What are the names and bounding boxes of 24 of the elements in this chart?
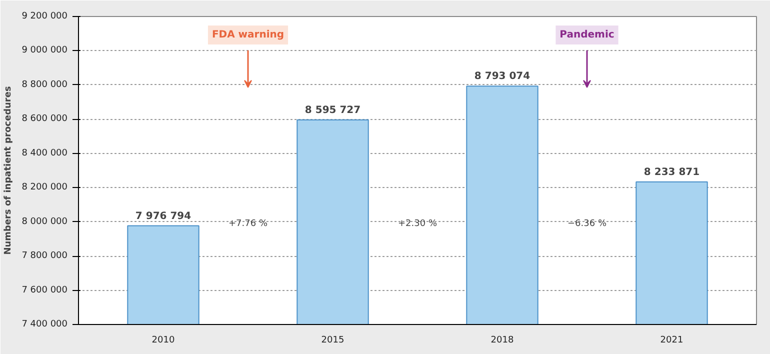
- annotation: +2.30 %: [398, 219, 438, 230]
- data-label: 8 595 727: [304, 104, 361, 116]
- annotation: −6.36 %: [568, 219, 607, 230]
- y-tick-label: 8 400 000: [22, 148, 68, 158]
- y-tick-label: 8 200 000: [22, 182, 68, 193]
- annotation: +7.76 %: [228, 219, 268, 230]
- y-tick-label: 8 800 000: [22, 80, 68, 90]
- annotation: Pandemic: [560, 29, 614, 40]
- data-label: 8 233 871: [644, 166, 700, 178]
- y-tick-label: 8 600 000: [22, 114, 68, 124]
- x-tick-label: 2010: [152, 336, 175, 346]
- data-label: 8 793 074: [474, 71, 530, 82]
- x-tick-label: 2018: [490, 336, 514, 346]
- annotation: FDA warning: [212, 29, 284, 40]
- y-tick-label: 7 600 000: [22, 285, 68, 296]
- y-tick-label: 8 000 000: [22, 216, 68, 227]
- x-tick-label: 2015: [321, 336, 344, 346]
- y-tick-label: 7 800 000: [22, 251, 68, 262]
- y-tick-label: 9 000 000: [22, 46, 68, 56]
- y-axis-title: Numbers of inpatient procedures: [4, 86, 14, 255]
- data-label: 7 976 794: [135, 210, 192, 222]
- y-tick-label: 9 200 000: [22, 12, 68, 22]
- y-tick-label: 7 400 000: [22, 320, 68, 330]
- x-tick-label: 2021: [660, 336, 684, 346]
